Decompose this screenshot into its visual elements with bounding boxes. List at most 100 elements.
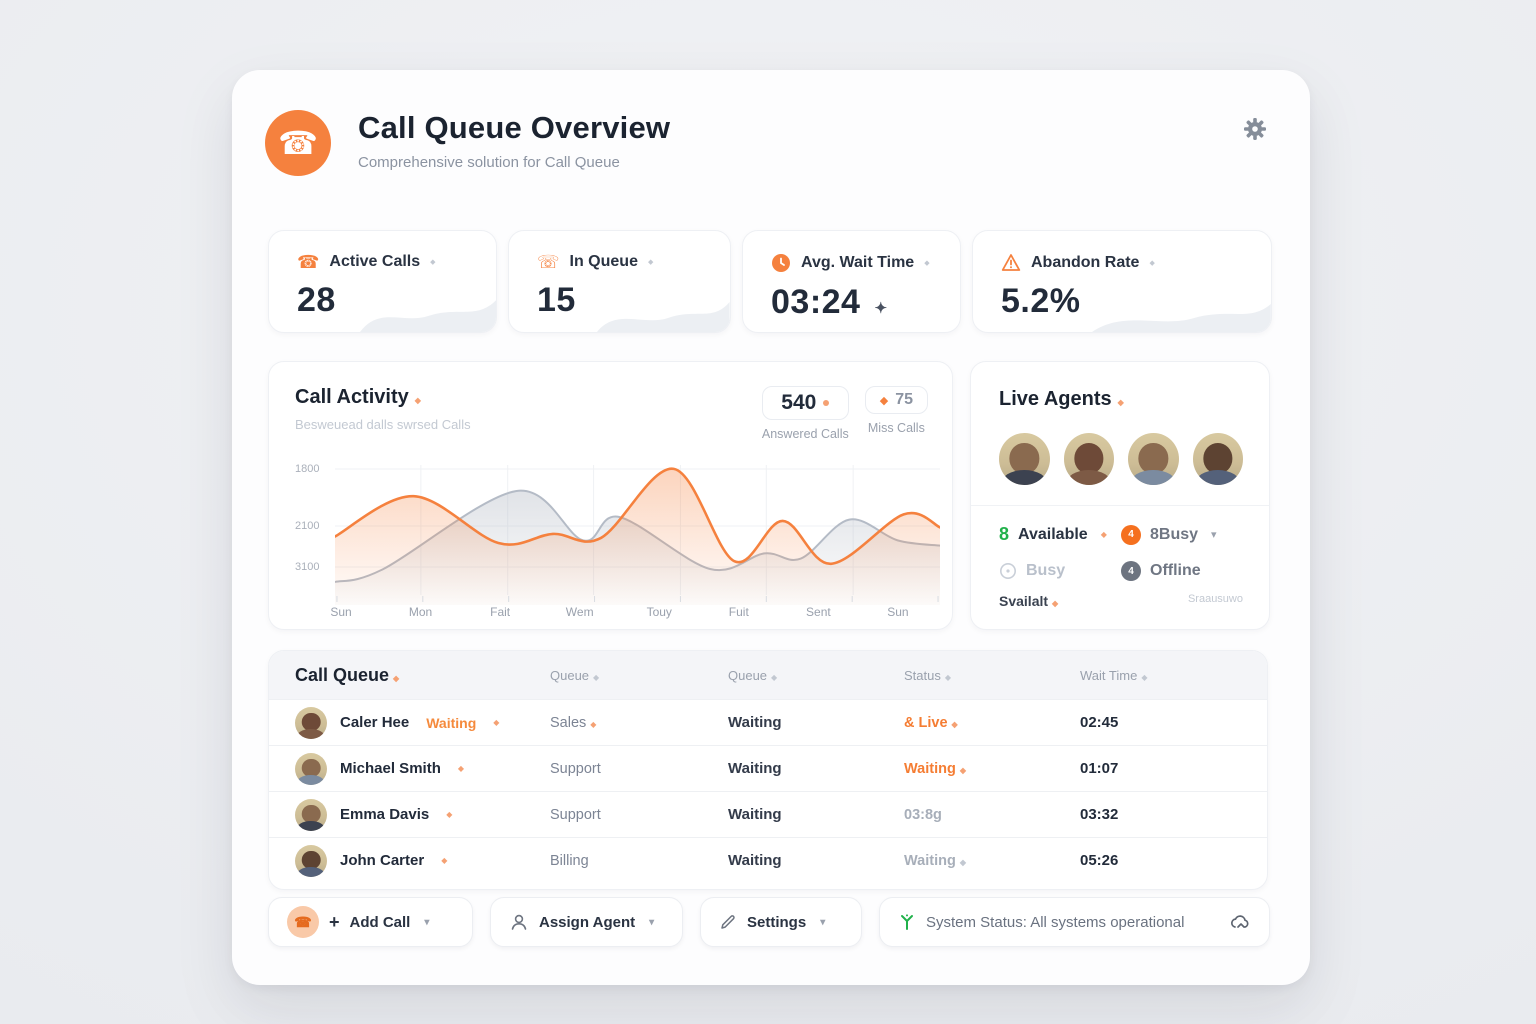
refresh-cloud-icon[interactable]: [1229, 913, 1251, 931]
add-call-button[interactable]: ☎ + Add Call ▾: [268, 897, 473, 947]
queue-cell: Support: [550, 760, 601, 777]
diamond-icon: ◆: [951, 719, 958, 729]
legend-answered: 540 Answered Calls: [761, 386, 849, 441]
sort-diamond-icon: ◆: [1149, 259, 1155, 267]
decorative-wave: [359, 300, 496, 332]
sort-diamond-icon: ◆: [430, 259, 436, 266]
agent-avatars: [999, 433, 1243, 485]
settings-button[interactable]: Settings ▾: [700, 897, 862, 947]
live-agents-card: Live Agents ◆ 8 Available ◆ 4 8Busy ▾: [970, 361, 1270, 630]
call-queue-table: Call Queue ◆ Queue ◆ Queue ◆ Status ◆ Wait T…: [268, 650, 1268, 890]
decorative-wave: [597, 302, 730, 332]
diamond-icon: ◆: [446, 810, 453, 819]
phone-icon: ☎: [297, 252, 320, 272]
busy-status: Busy: [999, 561, 1121, 581]
caller-name: Emma Davis: [340, 806, 430, 823]
chevron-down-icon: ▾: [424, 916, 430, 928]
diamond-icon: ◆: [590, 719, 597, 729]
chevron-down-icon: ▾: [1211, 529, 1217, 541]
available-label: Available: [1018, 525, 1088, 543]
sort-diamond-icon: ◆: [924, 260, 930, 267]
phone-circle-icon: ☎: [287, 906, 319, 938]
clock-icon: [771, 253, 791, 273]
stat-label: Abandon Rate: [1031, 253, 1140, 271]
legend-missed: ◆ 75 Miss Calls: [864, 386, 928, 435]
y-tick: 3100: [295, 561, 320, 573]
system-status-text: System Status: All systems operational: [926, 913, 1185, 931]
caller-name: Caler Hee: [340, 714, 410, 731]
queue-cell: Support: [550, 806, 601, 823]
diamond-icon: ◆: [959, 857, 966, 867]
stat-label: Active Calls: [329, 253, 421, 270]
agents-footer-left: Svailalt ◆: [999, 593, 1059, 609]
page-subtitle: Comprehensive solution for Call Queue: [358, 154, 620, 171]
avatar: [1128, 433, 1179, 485]
chart-legend: 540 Answered Calls ◆ 75 Miss Calls: [761, 386, 928, 441]
avatar: [999, 433, 1050, 485]
table-row[interactable]: Emma Davis ◆ Support Waiting 03:8g 03:32: [269, 791, 1267, 837]
busy-label: Busy: [1026, 562, 1066, 579]
stat-card-active-calls: ☎ Active Calls ◆ 28: [268, 230, 497, 333]
chevron-down-icon: ▾: [649, 916, 655, 928]
clock-outline-icon: [999, 562, 1017, 580]
assign-agent-label: Assign Agent: [539, 913, 636, 931]
wait-time-cell: 03:32: [1080, 806, 1119, 823]
gear-icon[interactable]: [1242, 116, 1268, 142]
status-cell: Waiting ◆: [904, 852, 966, 869]
caller-name-suffix: Waiting: [426, 714, 477, 731]
column-header-queue[interactable]: Queue ◆: [550, 667, 600, 683]
queue-cell: Billing: [550, 852, 589, 869]
avatar: [295, 752, 327, 785]
x-tick: Fait: [490, 605, 511, 619]
sort-icon: ◆: [593, 672, 600, 682]
chart-subtitle: Besweuead dalls swrsed Calls: [295, 417, 471, 432]
column-header-wait-time[interactable]: Wait Time ◆: [1080, 667, 1148, 683]
queue-cell: Sales ◆: [550, 714, 597, 731]
table-row[interactable]: Michael Smith ◆ Support Waiting Waiting ◆…: [269, 745, 1267, 791]
queue2-cell: Waiting: [728, 852, 782, 869]
status-cell: & Live ◆: [904, 714, 958, 731]
table-row[interactable]: Caler Hee Waiting ◆ Sales ◆ Waiting & Liv…: [269, 699, 1267, 745]
stat-value: 03:24 ✦: [771, 283, 888, 321]
busy-badge: 4: [1121, 524, 1141, 545]
orange-dot-icon: [823, 400, 830, 406]
settings-label: Settings: [747, 913, 807, 931]
avatar: [295, 798, 327, 831]
diamond-icon: ◆: [959, 765, 966, 775]
diamond-icon: ◆: [1052, 599, 1059, 608]
assign-agent-button[interactable]: Assign Agent ▾: [490, 897, 683, 947]
x-tick: Wem: [565, 605, 594, 619]
avatar: [295, 844, 327, 877]
decorative-wave: [1092, 304, 1271, 332]
available-status: 8 Available ◆: [999, 524, 1121, 545]
x-tick: Mon: [408, 605, 433, 619]
wait-time-cell: 01:07: [1080, 760, 1119, 777]
orange-diamond-icon: ◆: [879, 394, 889, 407]
diamond-icon: ◆: [414, 396, 421, 405]
diamond-icon: ◆: [1100, 530, 1107, 539]
stat-card-in-queue: ☏ In Queue ◆ 15: [508, 230, 731, 333]
status-cell: 03:8g: [904, 806, 942, 823]
area-chart: 1800 2100 3100: [295, 455, 940, 623]
avatar: [295, 706, 327, 739]
legend-missed-label: Miss Calls: [867, 421, 925, 435]
table-header-row: Call Queue ◆ Queue ◆ Queue ◆ Status ◆ Wait T…: [269, 651, 1267, 699]
status-branch-icon: [898, 913, 916, 931]
system-status-bar: System Status: All systems operational: [879, 897, 1270, 947]
diamond-icon: ◆: [457, 764, 465, 773]
avatar: [1192, 433, 1243, 485]
stat-card-abandon-rate: Abandon Rate ◆ 5.2%: [972, 230, 1272, 333]
column-header-status[interactable]: Status ◆: [904, 667, 952, 683]
diamond-icon: ◆: [1117, 398, 1124, 407]
table-row[interactable]: John Carter ◆ Billing Waiting Waiting ◆ 0…: [269, 837, 1267, 883]
column-header-queue2[interactable]: Queue ◆: [728, 667, 778, 683]
offline-badge: 4: [1121, 561, 1141, 581]
axis-ticks: [336, 596, 939, 602]
x-tick: Sun: [887, 605, 909, 619]
queue2-cell: Waiting: [728, 760, 782, 777]
offline-label: Offline: [1150, 562, 1201, 579]
diamond-icon: ◆: [493, 718, 500, 727]
x-tick: Sent: [806, 605, 831, 619]
call-activity-card: Call Activity ◆ Besweuead dalls swrsed Ca…: [268, 361, 953, 630]
busy-dropdown[interactable]: 4 8Busy ▾: [1121, 524, 1243, 545]
